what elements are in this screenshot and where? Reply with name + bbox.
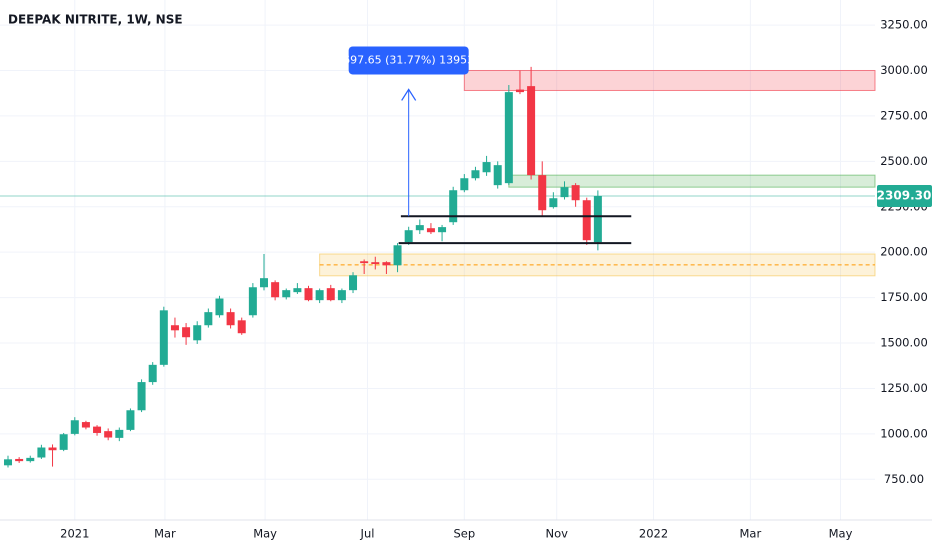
candle-body [337,290,346,301]
chart-title: DEEPAK NITRITE, 1W, NSE [8,13,183,27]
candle-body [360,261,369,264]
y-tick-label: 3250.00 [880,18,928,32]
candle-body [115,429,124,438]
candle-body [382,262,391,266]
candle-body [104,431,113,438]
y-tick-label: 2750.00 [880,108,928,122]
y-tick-label: 3000.00 [880,63,928,77]
candle-body [126,410,135,430]
candle-body [271,282,280,298]
y-tick-label: 1750.00 [880,290,928,304]
candle-body [326,288,335,301]
candle-body [93,426,102,433]
candle-body [571,185,580,201]
last-price-tag [877,184,932,207]
axis: 750.00 1000.00 1250.00 1500.00 1750.00 2000.0… [0,18,932,541]
candle-body [26,457,35,462]
candle-body [560,187,569,198]
x-tick-label: May [253,527,277,541]
candle-body [193,325,202,341]
candle-body [282,290,291,298]
candle-body [48,447,57,451]
y-tick-label: 1500.00 [880,336,928,350]
candle-body [182,327,191,338]
measure-arrowhead [401,88,417,101]
candle-body [504,92,513,184]
x-tick-label: 2021 [60,527,89,541]
candle-body [170,325,179,331]
x-tick-label: Mar [739,527,761,541]
x-tick-label: Jul [360,527,375,541]
x-tick-label: 2022 [639,527,668,541]
candle-body [148,364,157,383]
plot: 697.65 (31.77%) 13953 [0,46,876,468]
y-tick-label: 1250.00 [880,381,928,395]
candle-body [404,230,413,243]
candle-body [293,288,302,293]
y-tick-label: 1000.00 [880,426,928,440]
candle-body [426,228,435,233]
candle-body [538,175,547,211]
candle-body [415,225,424,231]
candle-body [248,287,257,316]
candle-body [482,162,491,173]
candle-body [438,227,447,233]
candle-body [549,198,558,208]
candle-body [204,312,213,326]
candle-body [226,312,235,326]
y-tick-label: 750.00 [884,472,924,486]
measure-label: 697.65 (31.77%) 13953 [343,53,474,66]
candle-body [515,89,524,93]
x-tick-label: May [829,527,853,541]
candle-body [315,290,324,301]
candle-body [493,165,502,186]
candle-body [371,262,380,264]
candle-body [449,190,458,223]
candle-body [593,195,602,243]
x-tick-label: Nov [545,527,568,541]
candle-body [159,310,168,365]
candle-body [15,458,24,462]
candle-body [37,447,46,458]
candle-body [259,278,268,288]
candle-body [527,86,536,176]
candle-body [460,178,469,191]
candle-body [59,434,68,450]
candle-body [81,422,90,428]
last-price-label: 2309.30 [877,188,932,202]
candle-body [582,200,591,241]
candle-body [471,170,480,179]
candle-body [237,320,246,334]
candle-body [349,275,358,291]
candle-body [393,245,402,266]
y-tick-label: 2500.00 [880,154,928,168]
candle-body [137,382,146,411]
candle-body [4,459,13,466]
zone [508,174,876,188]
candle-body [304,288,313,301]
y-tick-label: 2000.00 [880,245,928,259]
candle-body [215,298,224,316]
x-tick-label: Mar [154,527,176,541]
measure-label-box [348,46,469,75]
zone [463,69,876,91]
x-tick-label: Sep [453,527,475,541]
candle-body [70,420,79,434]
